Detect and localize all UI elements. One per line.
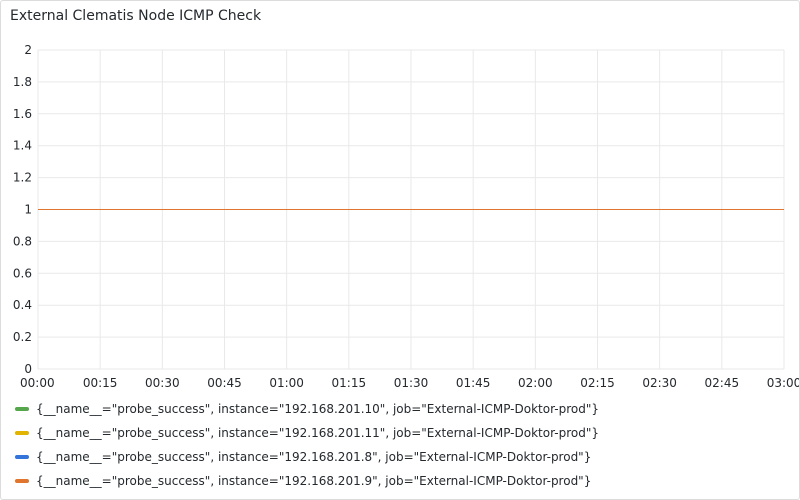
legend-item-series-2[interactable]: {__name__="probe_success", instance="192…: [15, 421, 599, 445]
legend-swatch-series-1: [15, 407, 29, 411]
line-chart: 00.20.40.60.811.21.41.61.82 00:00 00:15 00…: [13, 43, 799, 390]
y-tick-label: 0: [24, 362, 32, 376]
legend-swatch-series-2: [15, 431, 29, 435]
panel-title[interactable]: External Clematis Node ICMP Check: [10, 8, 262, 24]
legend: {__name__="probe_success", instance="192…: [15, 397, 599, 493]
x-tick-label: 02:30: [642, 376, 677, 390]
y-tick-label: 1.4: [13, 139, 32, 153]
legend-swatch-series-4: [15, 479, 29, 483]
grid: [37, 49, 785, 370]
x-tick-label: 00:15: [83, 376, 118, 390]
legend-label-series-2: {__name__="probe_success", instance="192…: [36, 426, 599, 440]
y-tick-label: 0.4: [13, 298, 32, 312]
legend-label-series-3: {__name__="probe_success", instance="192…: [36, 450, 592, 464]
y-tick-label: 1: [24, 203, 32, 217]
x-tick-label: 01:00: [269, 376, 304, 390]
y-tick-label: 0.6: [13, 266, 32, 280]
x-tick-label: 00:30: [145, 376, 180, 390]
x-tick-label: 02:00: [518, 376, 553, 390]
y-tick-label: 2: [24, 43, 32, 57]
y-tick-label: 1.8: [13, 75, 32, 89]
y-tick-label: 0.2: [13, 330, 32, 344]
legend-swatch-series-3: [15, 455, 29, 459]
x-tick-label: 02:45: [705, 376, 740, 390]
legend-label-series-1: {__name__="probe_success", instance="192…: [36, 402, 599, 416]
x-tick-label: 00:00: [20, 376, 55, 390]
y-axis-ticks: 0 0.2 0.4 0.6 0.8 1 1.2 1.4 1.6 1.8 2: [13, 43, 32, 376]
x-axis-ticks: 00:00 00:15 00:30 00:45 01:00 01:15 01:30 01:45…: [20, 376, 799, 390]
x-tick-label: 00:45: [207, 376, 242, 390]
legend-label-series-4: {__name__="probe_success", instance="192…: [36, 474, 592, 488]
y-tick-label: 1.2: [13, 171, 32, 185]
x-tick-label: 01:15: [332, 376, 367, 390]
legend-item-series-1[interactable]: {__name__="probe_success", instance="192…: [15, 397, 599, 421]
x-tick-label: 02:15: [580, 376, 615, 390]
y-tick-label: 1.6: [13, 107, 32, 121]
legend-item-series-3[interactable]: {__name__="probe_success", instance="192…: [15, 445, 599, 469]
y-tick-label: 0.8: [13, 234, 32, 248]
x-tick-label: 01:45: [456, 376, 491, 390]
x-tick-label: 03:00: [767, 376, 799, 390]
legend-item-series-4[interactable]: {__name__="probe_success", instance="192…: [15, 469, 599, 493]
x-tick-label: 01:30: [394, 376, 429, 390]
